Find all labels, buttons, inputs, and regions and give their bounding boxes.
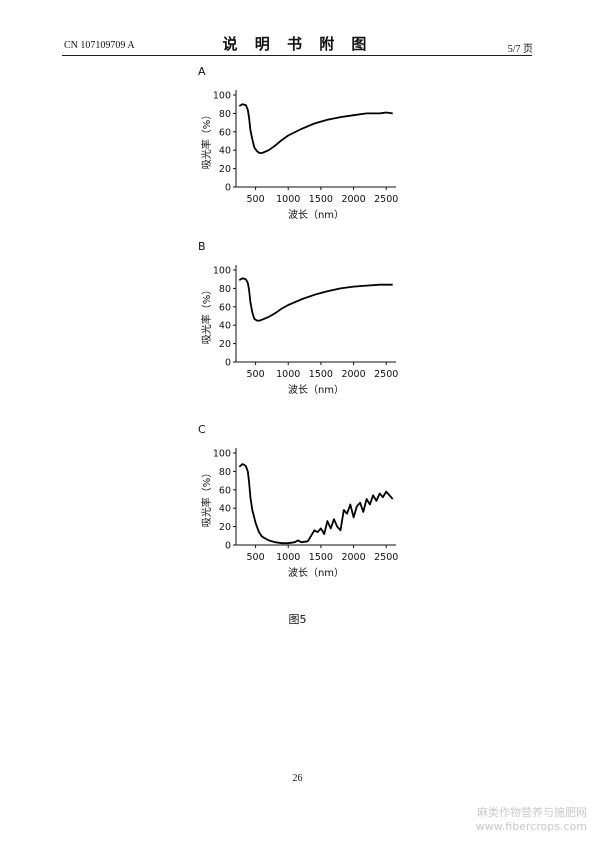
chart-b-x-tick-label: 500 <box>247 369 265 380</box>
chart-b-y-tick-label: 100 <box>213 266 231 277</box>
watermark: 麻类作物营养与施肥网 www.fibercrops.com <box>476 806 587 834</box>
chart-b-x-tick-label: 2000 <box>341 369 365 380</box>
chart-a-y-tick-label: 80 <box>219 109 231 120</box>
chart-b-y-tick-label: 60 <box>219 302 231 313</box>
chart-b-panel-label: B <box>198 240 206 253</box>
chart-b-x-tick-label: 2500 <box>374 369 398 380</box>
page-title: 说 明 书 附 图 <box>222 35 373 53</box>
chart-c-x-tick-label: 1000 <box>276 552 300 563</box>
chart-c-y-axis-label: 吸光率（%） <box>200 468 213 528</box>
chart-a-x-axis-label: 波长（nm） <box>288 208 344 221</box>
chart-c-y-tick-label: 80 <box>219 467 231 478</box>
chart-c-y-tick-label: 60 <box>219 485 231 496</box>
chart-a-y-tick-label: 60 <box>219 127 231 138</box>
chart-a-y-axis-label: 吸光率（%） <box>200 110 213 170</box>
page-indicator: 5/7 页 <box>507 44 533 55</box>
chart-c-x-axis-label: 波长（nm） <box>288 566 344 579</box>
chart-c-y-tick-label: 0 <box>225 541 231 552</box>
chart-a-x-tick-label: 2000 <box>341 194 365 205</box>
page-number: 26 <box>292 773 303 784</box>
chart-a-y-tick-label: 0 <box>225 183 231 194</box>
chart-a-y-tick-label: 40 <box>219 146 231 157</box>
watermark-line1: 麻类作物营养与施肥网 <box>477 806 587 819</box>
chart-a-x-tick-label: 1000 <box>276 194 300 205</box>
header-rule <box>62 55 532 56</box>
watermark-line2: www.fibercrops.com <box>475 820 587 833</box>
doc-number: CN 107109709 A <box>64 40 135 51</box>
chart-a-panel-label: A <box>198 65 206 78</box>
chart-c-x-tick-label: 500 <box>247 552 265 563</box>
chart-b-x-tick-label: 1000 <box>276 369 300 380</box>
chart-c-y-tick-label: 40 <box>219 504 231 515</box>
chart-c-series-line <box>238 463 394 545</box>
chart-c-x-tick-label: 1500 <box>309 552 333 563</box>
chart-a-x-tick-label: 2500 <box>374 194 398 205</box>
chart-c-x-tick-label: 2000 <box>341 552 365 563</box>
chart-b-y-tick-label: 80 <box>219 284 231 295</box>
chart-b-y-tick-label: 40 <box>219 321 231 332</box>
chart-a-y-tick-label: 100 <box>213 91 231 102</box>
chart-a-series-line <box>238 103 393 154</box>
chart-c-x-tick-label: 2500 <box>374 552 398 563</box>
figure-caption: 图5 <box>288 613 307 626</box>
chart-b-y-axis-label: 吸光率（%） <box>200 285 213 345</box>
chart-c-y-tick-label: 20 <box>219 522 231 533</box>
chart-b-y-tick-label: 20 <box>219 339 231 350</box>
chart-a-x-tick-label: 500 <box>247 194 265 205</box>
chart-c-panel-label: C <box>198 423 206 436</box>
chart-b-y-tick-label: 0 <box>225 358 231 369</box>
chart-a-y-tick-label: 20 <box>219 164 231 175</box>
chart-c-y-tick-label: 100 <box>213 449 231 460</box>
chart-a-x-tick-label: 1500 <box>309 194 333 205</box>
chart-b-series-line <box>238 277 393 322</box>
chart-b-x-tick-label: 1500 <box>309 369 333 380</box>
chart-b-x-axis-label: 波长（nm） <box>288 383 344 396</box>
